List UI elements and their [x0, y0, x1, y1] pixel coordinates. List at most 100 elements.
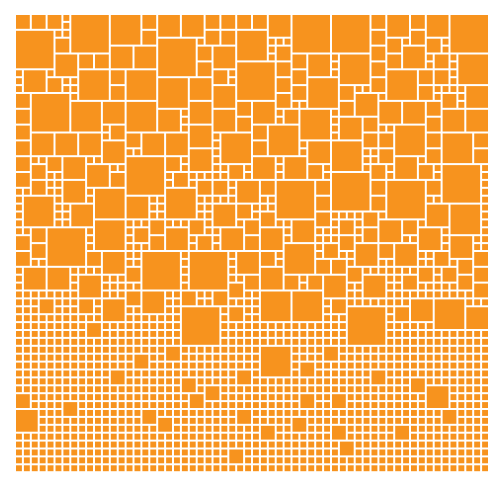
mosaic-tile: [197, 196, 204, 203]
mosaic-tile: [181, 457, 188, 464]
mosaic-tile: [418, 228, 441, 250]
mosaic-tile: [39, 410, 46, 416]
mosaic-tile: [450, 362, 457, 369]
mosaic-tile: [221, 370, 228, 377]
mosaic-tile: [316, 196, 330, 211]
mosaic-tile: [237, 465, 244, 472]
mosaic-tile: [395, 307, 409, 322]
mosaic-tile: [126, 244, 133, 250]
mosaic-tile: [31, 157, 38, 164]
mosaic-tile: [308, 338, 315, 345]
mosaic-tile: [371, 267, 378, 274]
mosaic-tile: [292, 394, 299, 401]
mosaic-tile: [134, 433, 141, 440]
mosaic-tile: [102, 133, 109, 140]
mosaic-tile: [158, 457, 165, 464]
mosaic-tile: [379, 457, 386, 464]
mosaic-tile: [332, 386, 338, 393]
mosaic-tile: [213, 196, 220, 203]
mosaic-tile: [150, 236, 165, 250]
mosaic-tile: [47, 70, 54, 77]
mosaic-tile: [434, 441, 441, 448]
mosaic-tile: [450, 449, 457, 456]
mosaic-tile: [16, 441, 22, 448]
mosaic-tile: [339, 370, 346, 377]
mosaic-tile: [474, 394, 481, 401]
mosaic-tile: [355, 244, 378, 266]
mosaic-tile: [39, 433, 46, 440]
mosaic-tile: [268, 457, 275, 464]
mosaic-tile: [442, 283, 449, 290]
mosaic-tile: [403, 362, 409, 369]
mosaic-tile: [102, 394, 109, 401]
mosaic-tile: [213, 173, 220, 179]
mosaic-tile: [395, 457, 402, 464]
mosaic-tile: [466, 331, 473, 337]
mosaic-tile: [31, 402, 38, 408]
mosaic-tile: [197, 378, 204, 385]
mosaic-tile: [118, 323, 125, 329]
mosaic-tile: [47, 291, 54, 298]
mosaic-tile: [450, 236, 473, 258]
mosaic-tile: [324, 449, 330, 456]
mosaic-tile: [355, 386, 362, 393]
mosaic-tile: [126, 315, 133, 322]
mosaic-tile: [39, 370, 46, 377]
mosaic-tile: [16, 204, 22, 211]
mosaic-tile: [166, 433, 172, 440]
mosaic-tile: [166, 402, 172, 408]
mosaic-tile: [458, 362, 465, 369]
mosaic-tile: [95, 220, 125, 250]
mosaic-tile: [292, 15, 330, 53]
mosaic-tile: [245, 449, 251, 456]
mosaic-tile: [434, 425, 441, 432]
mosaic-tile: [142, 315, 149, 322]
mosaic-tile: [181, 354, 188, 361]
mosaic-tile: [110, 362, 117, 369]
mosaic-tile: [426, 101, 441, 116]
mosaic-tile: [339, 331, 346, 337]
mosaic-tile: [260, 291, 291, 322]
mosaic-tile: [205, 433, 212, 440]
mosaic-tile: [426, 283, 433, 290]
mosaic-tile: [63, 457, 70, 464]
mosaic-tile: [118, 331, 125, 337]
mosaic-tile: [276, 165, 283, 171]
mosaic-tile: [118, 441, 125, 448]
mosaic-tile: [166, 465, 172, 472]
mosaic-tile: [474, 410, 481, 416]
mosaic-tile: [426, 38, 441, 53]
mosaic-tile: [174, 386, 180, 393]
mosaic-tile: [300, 386, 307, 393]
mosaic-tile: [466, 457, 473, 464]
mosaic-tile: [237, 101, 251, 116]
mosaic-tile: [442, 433, 449, 440]
mosaic-tile: [355, 299, 362, 306]
mosaic-tile: [332, 394, 346, 408]
mosaic-tile: [292, 386, 299, 393]
mosaic-tile: [71, 449, 78, 456]
mosaic-tile: [434, 354, 441, 361]
mosaic-tile: [55, 441, 62, 448]
mosaic-tile: [213, 370, 220, 377]
mosaic-tile: [71, 204, 93, 227]
mosaic-tile: [39, 259, 46, 266]
mosaic-tile: [363, 410, 370, 416]
mosaic-tile: [458, 86, 465, 92]
mosaic-tile: [276, 449, 283, 456]
mosaic-tile: [474, 299, 481, 306]
mosaic-tile: [308, 417, 315, 424]
mosaic-tile: [134, 315, 141, 322]
mosaic-tile: [79, 370, 86, 377]
mosaic-tile: [213, 180, 228, 195]
mosaic-tile: [450, 283, 457, 290]
mosaic-tile: [47, 457, 54, 464]
mosaic-tile: [458, 449, 465, 456]
mosaic-tile: [379, 354, 386, 361]
mosaic-tile: [339, 362, 346, 369]
mosaic-tile: [126, 465, 133, 472]
mosaic-tile: [189, 244, 196, 250]
mosaic-tile: [418, 370, 425, 377]
mosaic-tile: [387, 275, 394, 282]
mosaic-tile: [308, 165, 323, 179]
